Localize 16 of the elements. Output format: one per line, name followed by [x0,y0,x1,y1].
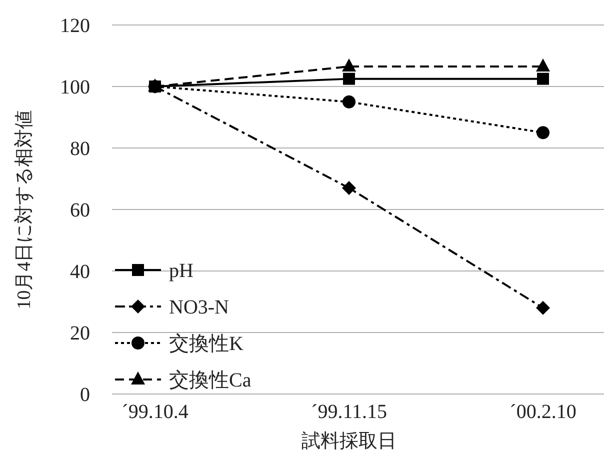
y-axis-title: 10月4日に対する相対値 [13,110,35,310]
y-tick-label: 40 [70,261,90,283]
legend-label: 交換性K [169,333,244,355]
legend-label: 交換性Ca [169,370,252,392]
x-axis-title: 試料採取日 [302,431,396,452]
y-tick-label: 80 [70,138,90,160]
x-tick-label: ´99.11.15 [311,401,387,423]
y-tick-label: 120 [60,15,90,37]
y-tick-label: 100 [60,76,90,98]
y-tick-label: 20 [70,322,90,344]
legend-label: NO3-N [169,296,229,318]
y-tick-label: 60 [70,200,90,222]
x-tick-label: ´99.10.4 [122,401,188,423]
x-tick-label: ´00.2.10 [510,401,576,423]
legend-label: pH [169,260,194,282]
y-tick-label: 0 [80,384,90,406]
